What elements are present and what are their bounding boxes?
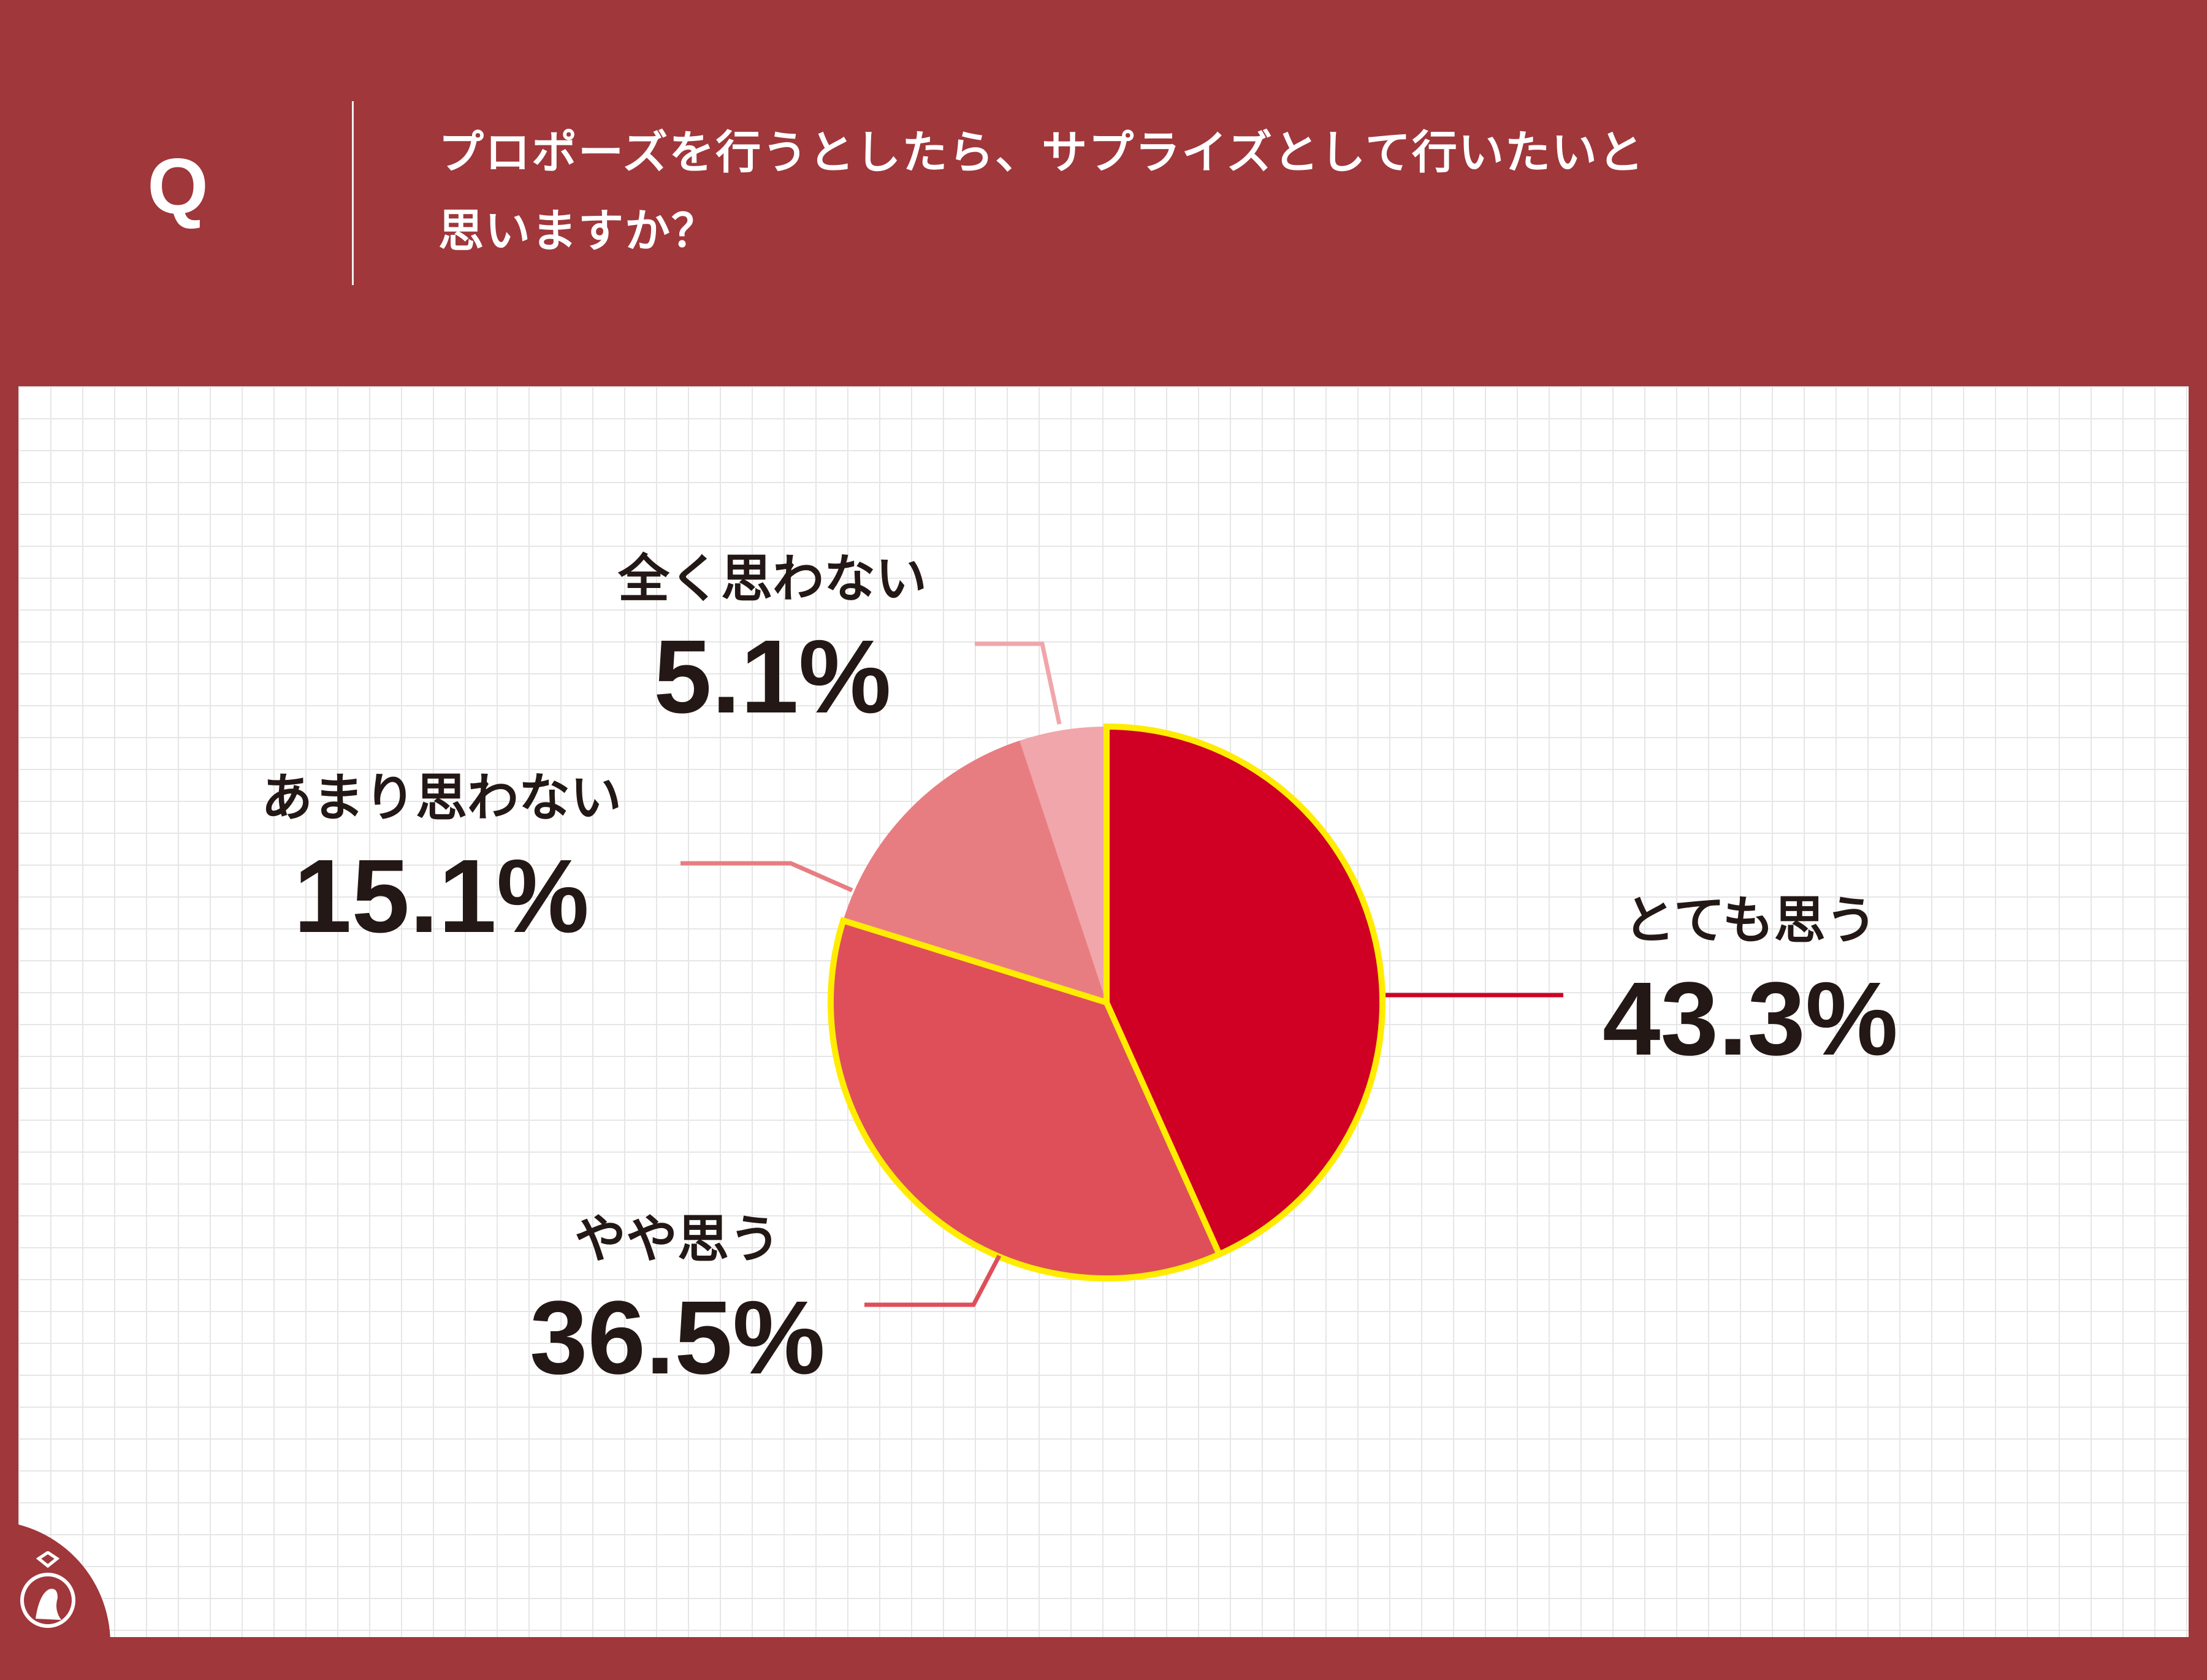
slice-value-very-much: 43.3% (1603, 961, 1898, 1077)
question-text: プロポーズを行うとしたら、サプライズとして行いたいと 思いますか？ (438, 113, 1971, 270)
slice-labels: とても思う 43.3% やや思う 36.5% あまり思わない 15.1% 全く思わない 5.1… (261, 549, 1898, 1396)
question-line-2: 思いますか？ (438, 205, 718, 258)
slice-value-somewhat: 36.5% (530, 1280, 825, 1396)
question-mark-label: Q (147, 143, 208, 231)
leader-lines (680, 641, 1563, 1307)
pie-slice-very-much (1107, 727, 1383, 1254)
leader-line-not-much (680, 861, 853, 893)
pie-slice-not-much (843, 740, 1107, 1002)
leader-line-somewhat (864, 1254, 1002, 1307)
chart-panel: とても思う 43.3% やや思う 36.5% あまり思わない 15.1% 全く思わない 5.1… (18, 386, 2189, 1637)
leader-line-not-at-all (975, 641, 1062, 725)
slice-value-not-much: 15.1% (294, 838, 589, 955)
ring-silhouette-icon (20, 1551, 75, 1628)
slice-value-not-at-all: 5.1% (654, 619, 891, 735)
highlight-divider (1104, 1001, 1222, 1256)
pie-slices (828, 723, 1386, 1281)
header: Q プロポーズを行うとしたら、サプライズとして行いたいと 思いますか？ (0, 0, 2207, 386)
header-divider (352, 101, 354, 285)
pie-chart: とても思う 43.3% やや思う 36.5% あまり思わない 15.1% 全く思わない 5.1… (261, 549, 1898, 1396)
slice-label-very-much: とても思う (1623, 890, 1877, 950)
pie-slice-not-at-all (1020, 727, 1107, 1002)
pie-slice-somewhat (831, 920, 1219, 1278)
question-line-1: プロポーズを行うとしたら、サプライズとして行いたいと (438, 126, 1645, 179)
highlight-outline (828, 723, 1386, 1281)
slice-label-somewhat: やや思う (574, 1209, 780, 1269)
slice-label-not-much: あまり思わない (261, 768, 622, 828)
slice-label-not-at-all: 全く思わない (617, 549, 927, 609)
